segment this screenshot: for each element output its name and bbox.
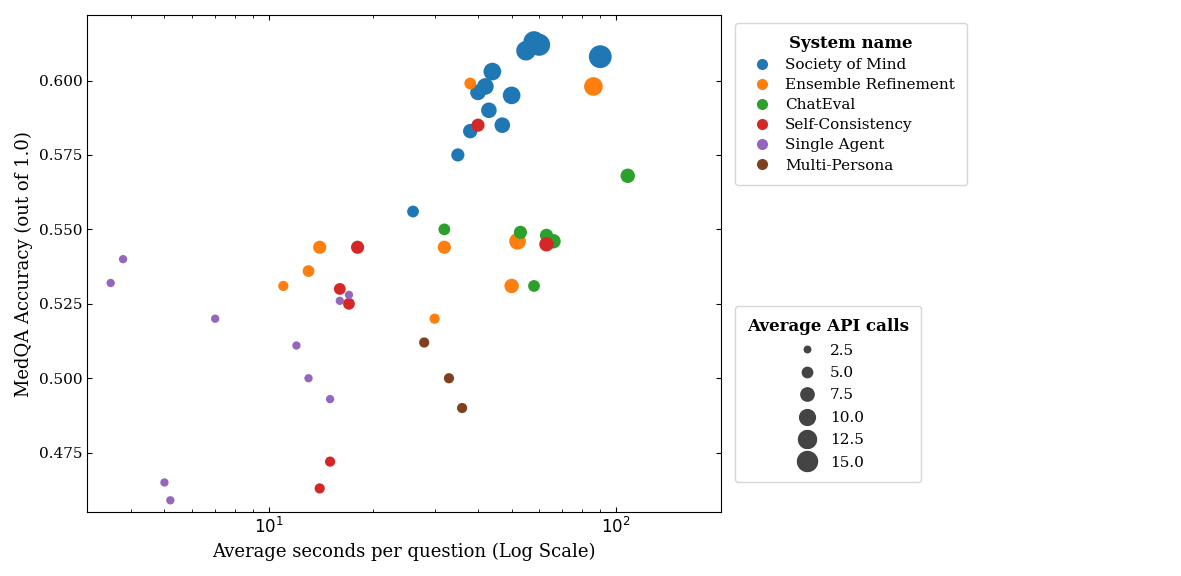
Point [544, 237, 563, 246]
Point [461, 79, 479, 88]
Point [524, 281, 543, 290]
Point [311, 242, 329, 252]
Point [299, 267, 318, 276]
Point [508, 237, 527, 246]
Point [331, 296, 350, 305]
Point [439, 374, 458, 383]
Point [537, 240, 556, 249]
Point [469, 88, 488, 97]
Point [452, 403, 471, 412]
Point [469, 120, 488, 130]
Point [331, 285, 350, 294]
Point [321, 457, 340, 466]
Point [502, 281, 521, 290]
Point [524, 37, 543, 47]
Point [274, 281, 293, 290]
Point [339, 290, 358, 300]
Point [583, 82, 602, 91]
Point [502, 91, 521, 100]
Point [348, 242, 367, 252]
Point [511, 228, 530, 237]
Point [479, 105, 498, 115]
Point [449, 150, 468, 160]
Point [537, 231, 556, 240]
Legend: 2.5, 5.0, 7.5, 10.0, 12.5, 15.0: 2.5, 5.0, 7.5, 10.0, 12.5, 15.0 [735, 306, 921, 482]
Point [287, 341, 306, 350]
Point [311, 484, 329, 493]
Point [425, 314, 444, 323]
Y-axis label: MedQA Accuracy (out of 1.0): MedQA Accuracy (out of 1.0) [15, 131, 33, 396]
Point [461, 127, 479, 136]
Point [404, 207, 423, 216]
Point [102, 278, 120, 287]
Point [339, 299, 358, 308]
Point [161, 496, 180, 505]
Point [321, 395, 340, 404]
Point [529, 40, 548, 50]
Point [299, 374, 318, 383]
Point [435, 242, 454, 252]
Point [492, 120, 511, 130]
Point [435, 225, 454, 234]
Point [415, 338, 433, 347]
Point [113, 255, 132, 264]
Point [476, 82, 495, 91]
Point [516, 46, 535, 55]
Point [619, 171, 638, 180]
Point [205, 314, 224, 323]
X-axis label: Average seconds per question (Log Scale): Average seconds per question (Log Scale) [213, 543, 595, 561]
Point [483, 67, 502, 76]
Point [155, 478, 174, 487]
Point [590, 52, 609, 61]
